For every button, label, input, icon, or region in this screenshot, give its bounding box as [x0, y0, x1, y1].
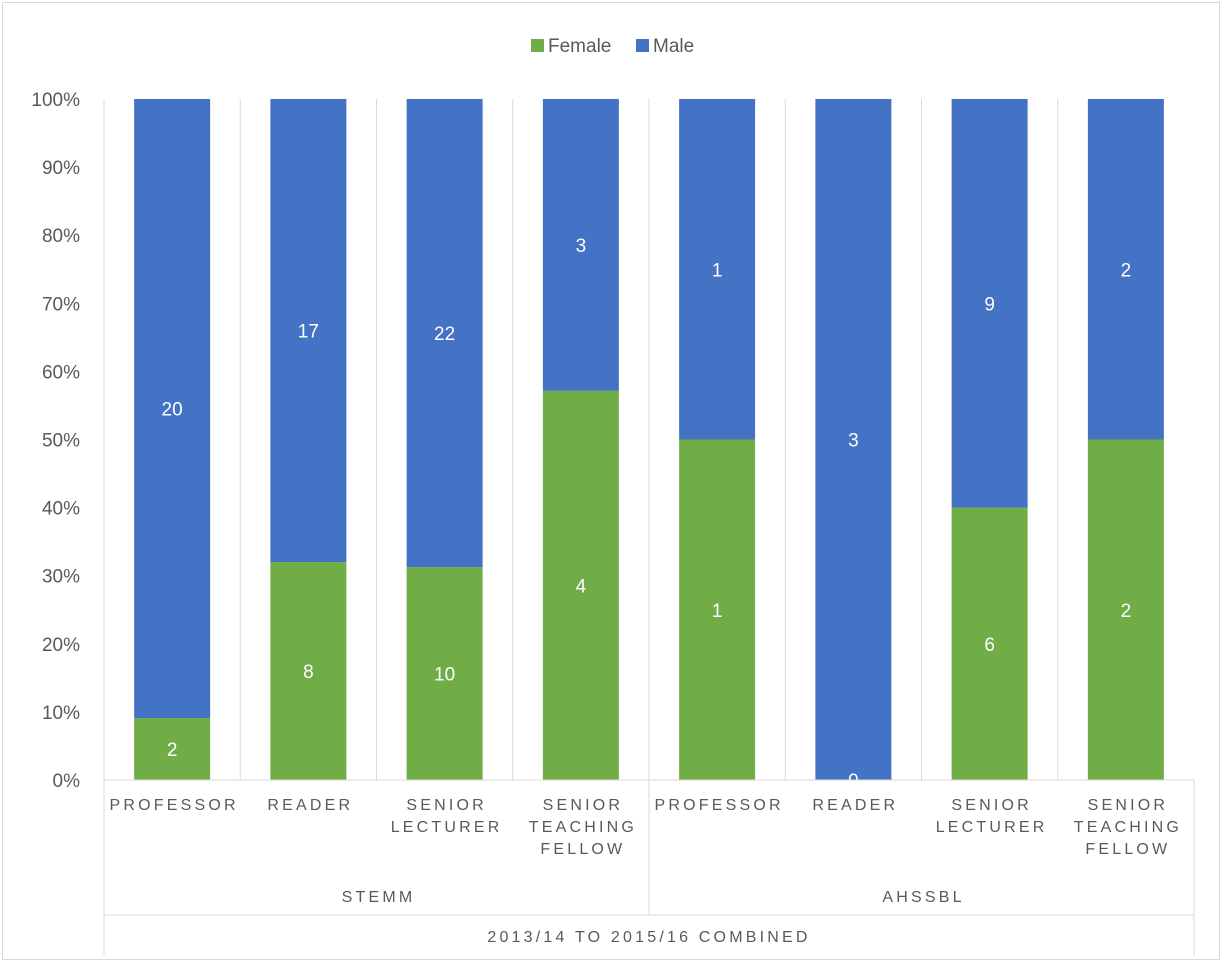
data-label-female: 6: [984, 635, 995, 656]
x-category-label: SENIOR: [543, 797, 624, 814]
y-tick-label: 90%: [42, 158, 80, 179]
x-group-label: STEMM: [342, 889, 416, 906]
bar-male: [815, 99, 892, 780]
data-label-male: 9: [984, 294, 995, 315]
bar-male: [542, 99, 619, 391]
bar-male: [679, 99, 756, 440]
x-category-label: SENIOR: [406, 797, 487, 814]
x-category-label: FELLOW: [1085, 841, 1170, 858]
bar-female: [1087, 439, 1164, 780]
x-category-label: READER: [267, 797, 353, 814]
gridlines: [103, 99, 1059, 780]
bars: [134, 99, 1164, 780]
x-category-label: PROFESSOR: [654, 797, 783, 814]
data-label-male: 22: [434, 324, 455, 345]
data-label-male: 2: [1121, 260, 1132, 281]
y-tick-label: 10%: [42, 703, 80, 724]
y-tick-label: 60%: [42, 362, 80, 383]
x-category-label: LECTURER: [936, 819, 1048, 836]
bar-male: [406, 99, 483, 568]
bar-female: [406, 567, 483, 780]
x-category-label: LECTURER: [391, 819, 503, 836]
y-tick-label: 20%: [42, 635, 80, 656]
x-category-label: TEACHING: [529, 819, 637, 836]
data-label-female: 10: [434, 665, 455, 686]
bar-male: [134, 99, 211, 719]
x-category-label: PROFESSOR: [109, 797, 238, 814]
bar-male: [1087, 99, 1164, 440]
data-label-female: 2: [1121, 601, 1132, 622]
data-label-male: 20: [162, 400, 183, 421]
bar-female: [951, 507, 1028, 780]
bar-female: [270, 562, 347, 780]
data-label-female: 8: [303, 662, 314, 683]
y-tick-label: 30%: [42, 567, 80, 588]
bar-female: [679, 439, 756, 780]
data-label-male: 3: [848, 431, 859, 452]
data-label-female: 4: [576, 576, 587, 597]
data-label-male: 17: [298, 322, 319, 343]
legend-entry: Male: [653, 36, 694, 57]
data-label-male: 3: [576, 236, 587, 257]
bar-male: [951, 99, 1028, 508]
y-tick-label: 0%: [53, 771, 81, 792]
y-axis: 0% 10% 20% 30% 40% 50% 60% 70% 80% 90% 100%: [31, 90, 80, 792]
data-label-female: 2: [167, 740, 178, 761]
y-tick-label: 100%: [31, 90, 80, 111]
bar-male: [270, 99, 347, 563]
legend-swatch: [531, 39, 544, 52]
x-category-label: FELLOW: [540, 841, 625, 858]
x-category-label: SENIOR: [951, 797, 1032, 814]
y-tick-label: 70%: [42, 294, 80, 315]
data-label-female: 0: [848, 771, 859, 792]
x-outer-group-label: 2013/14 TO 2015/16 COMBINED: [487, 929, 810, 946]
legend: Female Male: [531, 36, 694, 57]
data-label-female: 1: [712, 601, 723, 622]
x-axis: PROFESSOR READER SENIOR LECTURER SENIOR TEACH…: [103, 779, 1195, 955]
bar-female: [134, 718, 211, 780]
y-tick-label: 40%: [42, 499, 80, 520]
y-tick-label: 80%: [42, 226, 80, 247]
x-category-label: READER: [812, 797, 898, 814]
x-category-label: SENIOR: [1088, 797, 1169, 814]
y-tick-label: 50%: [42, 431, 80, 452]
legend-entry: Female: [548, 36, 611, 57]
data-label-male: 1: [712, 260, 723, 281]
x-category-label: TEACHING: [1074, 819, 1182, 836]
x-group-label: AHSSBL: [882, 889, 964, 906]
bar-female: [542, 390, 619, 780]
legend-swatch: [636, 39, 649, 52]
